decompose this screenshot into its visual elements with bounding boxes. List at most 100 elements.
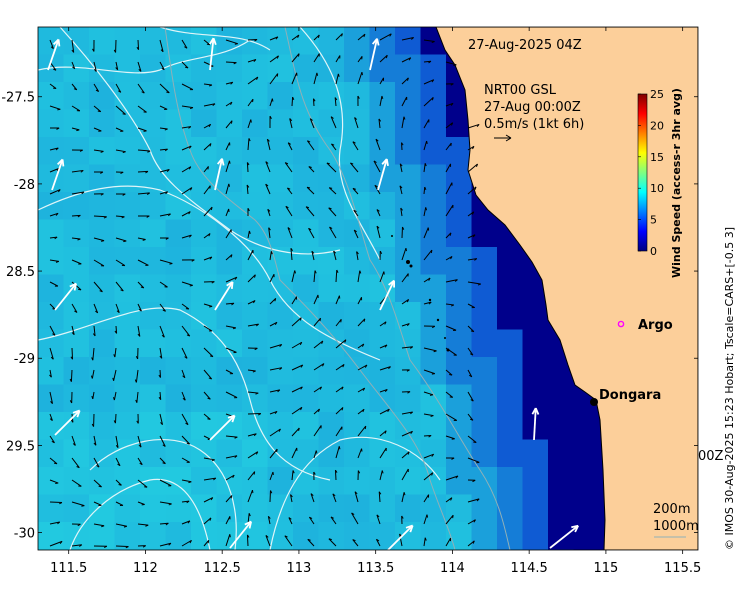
current-arrow-icon: [203, 477, 217, 481]
wind-speed-cell: [344, 302, 370, 330]
current-arrow-icon: [353, 209, 359, 217]
current-arrow-icon: [399, 163, 403, 173]
current-arrow-icon: [93, 149, 104, 153]
current-arrow-icon: [445, 457, 455, 460]
colorbar: [637, 93, 648, 252]
current-arrow-icon: [247, 391, 259, 395]
current-arrow-icon: [379, 430, 387, 437]
wind-speed-cell: [369, 164, 396, 193]
current-arrow-icon: [115, 259, 126, 267]
wind-speed-cell: [344, 357, 370, 385]
wind-speed-cell: [216, 384, 243, 413]
wind-speed-cell: [548, 549, 574, 550]
wind-speed-cell: [548, 384, 574, 413]
current-arrow-icon: [159, 281, 168, 288]
current-arrow-icon: [181, 413, 189, 426]
current-arrow-icon: [445, 369, 453, 376]
current-arrow-icon: [225, 183, 230, 195]
wind-speed-cell: [446, 302, 472, 330]
current-arrow-icon: [291, 406, 303, 415]
wind-speed-cell: [293, 192, 319, 220]
current-arrow-icon: [159, 347, 163, 359]
current-arrow-icon: [379, 95, 384, 107]
wind-speed-cell: [267, 137, 294, 165]
current-arrow-icon: [313, 408, 320, 415]
current-arrow-icon: [268, 227, 271, 239]
current-arrow-icon: [357, 470, 361, 481]
current-arrow-icon: [467, 479, 476, 483]
current-arrow-icon: [203, 457, 215, 462]
wind-speed-cell: [165, 329, 192, 358]
wind-speed-cell: [63, 494, 90, 523]
wind-speed-cell: [420, 522, 447, 550]
current-arrow-icon: [287, 227, 293, 239]
colorbar-tick-label: 25: [650, 88, 664, 101]
current-arrow-icon: [225, 474, 235, 481]
current-arrow-icon: [49, 105, 61, 111]
current-arrow-icon: [49, 39, 54, 49]
y-tick-label: -27.5: [1, 91, 35, 106]
current-arrow-icon: [269, 298, 277, 305]
current-arrow-icon: [401, 142, 404, 151]
wind-speed-cell: [242, 384, 268, 413]
wind-speed-cell: [89, 82, 115, 110]
current-arrow-icon: [357, 71, 363, 85]
current-arrow-icon: [401, 515, 404, 525]
current-arrow-icon: [136, 413, 139, 424]
wind-speed-cell: [318, 467, 345, 495]
current-arrow-icon: [137, 61, 142, 72]
current-arrow-icon: [399, 185, 403, 195]
current-arrow-icon: [269, 251, 273, 261]
current-arrow-icon: [269, 471, 274, 481]
current-arrow-icon: [114, 325, 118, 334]
current-arrow-icon: [313, 471, 316, 481]
current-arrow-icon: [288, 517, 293, 525]
wind-speed-cell: [191, 219, 217, 248]
wind-speed-cell: [38, 219, 64, 248]
current-arrow-icon: [225, 81, 234, 85]
wind-speed-cell: [242, 494, 268, 523]
wind-speed-cell: [318, 522, 345, 550]
wind-speed-cell: [216, 412, 243, 440]
wind-speed-cell: [63, 219, 90, 248]
current-arrow-icon: [137, 479, 148, 488]
current-arrow-icon: [445, 303, 455, 307]
current-arrow-icon: [71, 61, 76, 70]
current-arrow-icon: [357, 33, 366, 41]
current-arrow-icon: [335, 33, 343, 41]
wind-speed-cell: [471, 522, 498, 550]
current-arrow-icon: [137, 435, 142, 448]
current-arrow-icon: [291, 96, 295, 107]
current-arrow-icon: [423, 97, 434, 107]
wind-speed-cell: [191, 247, 217, 275]
wind-speed-cell: [38, 137, 64, 165]
current-arrow-icon: [290, 494, 293, 503]
colorbar-tick-label: 15: [650, 151, 664, 164]
current-arrow-icon: [423, 79, 435, 85]
x-tick-label: 114: [440, 561, 465, 576]
current-arrow-icon: [308, 227, 315, 239]
wind-speed-cell: [89, 274, 115, 303]
current-arrow-icon: [291, 364, 304, 371]
current-arrow-icon: [352, 539, 359, 547]
current-arrow-icon: [93, 237, 105, 242]
wind-speed-cell: [63, 137, 90, 165]
current-arrow-icon: [357, 56, 363, 63]
depth-legend-1000m: 1000m: [653, 519, 699, 534]
wind-speed-cell: [242, 329, 268, 358]
depth-legend-200m: 200m: [653, 502, 690, 517]
wind-speed-cell: [216, 54, 243, 83]
wind-arrow-icon: [531, 407, 540, 441]
current-arrow-icon: [401, 323, 410, 327]
wind-speed-cell: [140, 439, 166, 468]
current-arrow-icon: [401, 391, 411, 394]
current-arrow-icon: [113, 391, 117, 401]
current-arrow-icon: [379, 408, 390, 415]
wind-arrow-icon: [214, 281, 234, 311]
wind-speed-cell: [140, 82, 166, 110]
current-arrow-icon: [181, 259, 195, 262]
wind-speed-cell: [267, 219, 294, 248]
wind-speed-cell: [446, 467, 472, 495]
current-arrow-icon: [93, 171, 104, 174]
current-arrow-icon: [159, 479, 172, 487]
